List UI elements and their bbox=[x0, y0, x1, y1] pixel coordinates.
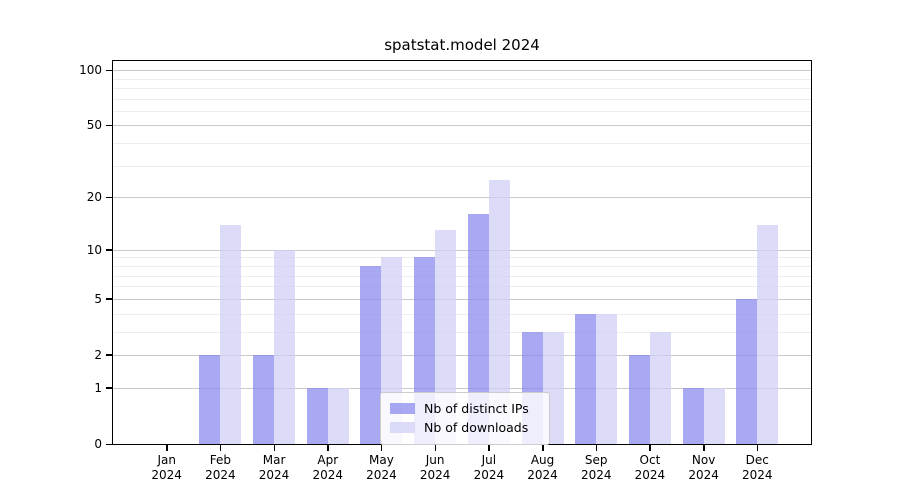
major-gridline bbox=[113, 70, 811, 72]
x-tick-label-dec: Dec 2024 bbox=[742, 453, 773, 482]
x-tick-mark bbox=[273, 445, 276, 451]
grid-layer bbox=[113, 61, 811, 444]
minor-gridline bbox=[113, 78, 811, 80]
bar-apr-downloads bbox=[327, 387, 349, 444]
y-tick-mark bbox=[106, 124, 112, 127]
x-tick-mark bbox=[595, 445, 598, 451]
minor-gridline bbox=[113, 98, 811, 100]
y-tick-label: 0 bbox=[94, 437, 102, 451]
bar-oct-downloads bbox=[649, 331, 671, 444]
bar-sep-distinct-ips bbox=[575, 313, 597, 444]
x-tick-label-apr: Apr 2024 bbox=[312, 453, 344, 482]
y-tick-mark bbox=[106, 196, 112, 199]
major-gridline bbox=[113, 197, 811, 199]
x-tick-mark bbox=[649, 445, 651, 451]
x-tick-label-oct: Oct 2024 bbox=[634, 453, 666, 482]
x-tick-mark bbox=[434, 445, 437, 451]
bar-sep-downloads bbox=[596, 313, 618, 444]
y-tick-label: 2 bbox=[94, 347, 102, 362]
chart-title: spatstat.model 2024 bbox=[384, 36, 540, 54]
legend-item-distinct-ips: Nb of distinct IPs bbox=[390, 399, 540, 418]
legend-item-downloads: Nb of downloads bbox=[390, 418, 540, 437]
legend-swatch-distinct-ips bbox=[390, 403, 415, 414]
x-tick-mark bbox=[380, 445, 383, 451]
minor-gridline bbox=[113, 286, 811, 288]
bar-nov-downloads bbox=[703, 387, 725, 444]
y-tick-mark bbox=[106, 298, 112, 300]
x-tick-label-nov: Nov 2024 bbox=[688, 453, 719, 482]
y-tick-mark bbox=[106, 354, 112, 356]
legend-label-downloads: Nb of downloads bbox=[424, 420, 529, 435]
x-tick-mark bbox=[219, 445, 222, 451]
y-tick-mark bbox=[106, 69, 112, 72]
bar-jul-distinct-ips bbox=[467, 214, 489, 444]
y-tick-label: 1 bbox=[94, 380, 102, 395]
bar-jun-downloads bbox=[435, 230, 457, 444]
legend-swatch-downloads bbox=[390, 422, 415, 433]
y-tick-label: 5 bbox=[94, 291, 102, 306]
x-tick-label-sep: Sep 2024 bbox=[580, 453, 612, 482]
y-tick-label: 50 bbox=[86, 118, 102, 133]
bar-jul-downloads bbox=[488, 180, 510, 444]
bar-feb-distinct-ips bbox=[199, 355, 221, 444]
y-tick-mark bbox=[106, 387, 112, 389]
x-tick-label-may: May 2024 bbox=[366, 453, 397, 482]
bar-dec-distinct-ips bbox=[736, 298, 758, 444]
minor-gridline bbox=[113, 313, 811, 315]
x-tick-mark bbox=[703, 445, 705, 451]
major-gridline bbox=[113, 125, 811, 127]
y-tick-label: 100 bbox=[79, 63, 102, 78]
minor-gridline bbox=[113, 110, 811, 112]
x-tick-mark bbox=[756, 445, 759, 451]
bar-feb-downloads bbox=[220, 224, 242, 444]
major-gridline bbox=[113, 298, 811, 300]
major-gridline bbox=[113, 387, 811, 389]
bar-apr-distinct-ips bbox=[306, 387, 328, 444]
y-tick-label: 20 bbox=[86, 190, 102, 205]
bars-layer bbox=[113, 61, 811, 444]
major-gridline bbox=[113, 249, 811, 251]
bar-dec-downloads bbox=[757, 224, 779, 444]
y-tick-mark bbox=[106, 249, 112, 251]
minor-gridline bbox=[113, 143, 811, 145]
minor-gridline bbox=[113, 257, 811, 259]
legend: Nb of distinct IPs Nb of downloads bbox=[380, 392, 550, 445]
minor-gridline bbox=[113, 331, 811, 333]
x-tick-mark bbox=[327, 445, 329, 451]
x-tick-label-mar: Mar 2024 bbox=[258, 453, 290, 482]
bar-oct-distinct-ips bbox=[628, 355, 650, 444]
bar-mar-downloads bbox=[274, 249, 296, 444]
bar-may-distinct-ips bbox=[360, 266, 382, 444]
y-tick-mark bbox=[106, 443, 112, 445]
legend-label-distinct-ips: Nb of distinct IPs bbox=[424, 401, 529, 416]
x-tick-label-feb: Feb 2024 bbox=[205, 453, 236, 482]
x-tick-label-jan: Jan 2024 bbox=[151, 453, 182, 482]
plot-area: Nb of distinct IPs Nb of downloads bbox=[112, 60, 812, 445]
major-gridline bbox=[113, 354, 811, 356]
minor-gridline bbox=[113, 275, 811, 277]
x-tick-mark bbox=[488, 445, 490, 451]
minor-gridline bbox=[113, 165, 811, 167]
x-tick-mark bbox=[166, 445, 168, 451]
x-tick-label-jul: Jul 2024 bbox=[473, 453, 505, 482]
x-tick-mark bbox=[542, 445, 544, 451]
bar-nov-distinct-ips bbox=[682, 387, 704, 444]
minor-gridline bbox=[113, 87, 811, 89]
bar-mar-distinct-ips bbox=[253, 355, 275, 444]
minor-gridline bbox=[113, 265, 811, 267]
x-tick-label-aug: Aug 2024 bbox=[527, 453, 558, 482]
y-tick-label: 10 bbox=[86, 242, 102, 257]
x-tick-label-jun: Jun 2024 bbox=[419, 453, 451, 482]
